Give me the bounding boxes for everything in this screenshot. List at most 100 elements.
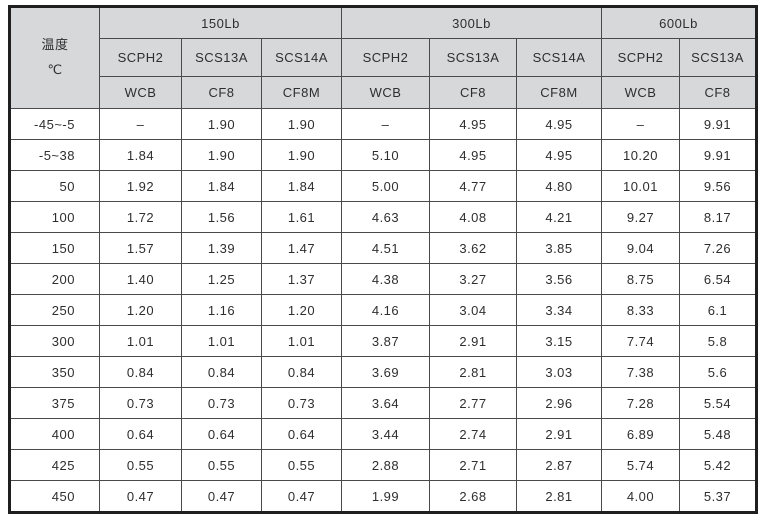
astm-header: CF8M [261, 76, 342, 109]
rating-value-cell: 1.61 [261, 201, 342, 233]
temperature-cell: 200 [9, 263, 100, 295]
rating-value-cell: 1.84 [261, 170, 342, 202]
temperature-cell: 425 [9, 449, 100, 481]
rating-value-cell: 5.00 [341, 170, 430, 202]
temperature-cell: 100 [9, 201, 100, 233]
pressure-class-300lb: 300Lb [341, 6, 602, 39]
table-row: 400 0.64 0.64 0.64 3.44 2.74 2.91 6.89 5.48 [9, 418, 757, 450]
rating-value-cell: 7.28 [601, 387, 680, 419]
table-row: 200 1.40 1.25 1.37 4.38 3.27 3.56 8.75 6.54 [9, 263, 757, 295]
temperature-cell: 250 [9, 294, 100, 326]
rating-value-cell: 1.56 [181, 201, 262, 233]
rating-value-cell: 1.01 [181, 325, 262, 357]
rating-value-cell: 1.84 [99, 139, 182, 171]
table-row: -5~38 1.84 1.90 1.90 5.10 4.95 4.95 10.20 9.91 [9, 139, 757, 171]
rating-value-cell: 1.92 [99, 170, 182, 202]
rating-value-cell: 1.01 [261, 325, 342, 357]
rating-value-cell: 1.39 [181, 232, 262, 264]
rating-value-cell: 5.42 [679, 449, 757, 481]
rating-value-cell: 3.56 [516, 263, 602, 295]
grade-header: SCPH2 [601, 38, 680, 77]
pressure-class-600lb: 600Lb [601, 6, 757, 39]
rating-value-cell: 10.01 [601, 170, 680, 202]
rating-value-cell: – [99, 108, 182, 140]
grade-header: SCPH2 [341, 38, 430, 77]
table-row: 150 1.57 1.39 1.47 4.51 3.62 3.85 9.04 7.26 [9, 232, 757, 264]
grade-header: SCS13A [429, 38, 517, 77]
rating-value-cell: 1.72 [99, 201, 182, 233]
rating-value-cell: 5.37 [679, 480, 757, 513]
temperature-column-header: 温度 ℃ [9, 6, 100, 109]
pressure-temperature-rating-table: 温度 ℃ 150Lb 300Lb 600Lb SCPH2 SCS13A SCS1… [8, 5, 758, 514]
rating-value-cell: 3.27 [429, 263, 517, 295]
rating-value-cell: 4.77 [429, 170, 517, 202]
pressure-class-150lb: 150Lb [99, 6, 342, 39]
temperature-cell: 350 [9, 356, 100, 388]
rating-value-cell: 4.63 [341, 201, 430, 233]
astm-header: WCB [341, 76, 430, 109]
rating-value-cell: 4.21 [516, 201, 602, 233]
rating-value-cell: 0.47 [181, 480, 262, 513]
table-row: 425 0.55 0.55 0.55 2.88 2.71 2.87 5.74 5.42 [9, 449, 757, 481]
rating-value-cell: 5.54 [679, 387, 757, 419]
rating-value-cell: 0.64 [99, 418, 182, 450]
table-row: 375 0.73 0.73 0.73 3.64 2.77 2.96 7.28 5.54 [9, 387, 757, 419]
astm-header: CF8 [679, 76, 757, 109]
temperature-unit: ℃ [47, 62, 63, 77]
temperature-cell: -45~-5 [9, 108, 100, 140]
grade-header: SCS13A [181, 38, 262, 77]
rating-value-cell: 7.26 [679, 232, 757, 264]
temperature-cell: 300 [9, 325, 100, 357]
rating-value-cell: 7.74 [601, 325, 680, 357]
rating-value-cell: 1.40 [99, 263, 182, 295]
rating-value-cell: 0.84 [181, 356, 262, 388]
rating-value-cell: 1.47 [261, 232, 342, 264]
rating-value-cell: 4.38 [341, 263, 430, 295]
rating-value-cell: 3.03 [516, 356, 602, 388]
rating-value-cell: 4.95 [516, 108, 602, 140]
rating-value-cell: 9.04 [601, 232, 680, 264]
rating-value-cell: 3.44 [341, 418, 430, 450]
rating-value-cell: 9.91 [679, 139, 757, 171]
temperature-cell: 450 [9, 480, 100, 513]
rating-value-cell: 2.91 [429, 325, 517, 357]
table-row: 450 0.47 0.47 0.47 1.99 2.68 2.81 4.00 5.37 [9, 480, 757, 513]
rating-value-cell: 5.6 [679, 356, 757, 388]
material-grade-row: SCPH2 SCS13A SCS14A SCPH2 SCS13A SCS14A … [10, 38, 757, 77]
rating-value-cell: 6.54 [679, 263, 757, 295]
rating-value-cell: 1.99 [341, 480, 430, 513]
astm-header: CF8 [429, 76, 517, 109]
table-row: 50 1.92 1.84 1.84 5.00 4.77 4.80 10.01 9.56 [9, 170, 757, 202]
temperature-cell: 400 [9, 418, 100, 450]
rating-value-cell: 9.27 [601, 201, 680, 233]
rating-value-cell: 4.95 [429, 108, 517, 140]
rating-value-cell: 1.16 [181, 294, 262, 326]
rating-value-cell: 5.74 [601, 449, 680, 481]
astm-grade-row: WCB CF8 CF8M WCB CF8 CF8M WCB CF8 [10, 76, 757, 109]
rating-value-cell: 4.80 [516, 170, 602, 202]
rating-value-cell: 5.8 [679, 325, 757, 357]
rating-value-cell: – [601, 108, 680, 140]
table-header: 温度 ℃ 150Lb 300Lb 600Lb SCPH2 SCS13A SCS1… [9, 6, 757, 109]
rating-value-cell: 6.89 [601, 418, 680, 450]
astm-header: WCB [99, 76, 182, 109]
rating-value-cell: 3.64 [341, 387, 430, 419]
temperature-cell: -5~38 [9, 139, 100, 171]
rating-value-cell: 3.62 [429, 232, 517, 264]
rating-value-cell: 9.91 [679, 108, 757, 140]
rating-value-cell: 1.20 [99, 294, 182, 326]
rating-value-cell: 0.55 [181, 449, 262, 481]
grade-header: SCS14A [261, 38, 342, 77]
rating-value-cell: 0.73 [181, 387, 262, 419]
rating-value-cell: 1.25 [181, 263, 262, 295]
rating-value-cell: 6.1 [679, 294, 757, 326]
rating-value-cell: 0.64 [181, 418, 262, 450]
table-row: 350 0.84 0.84 0.84 3.69 2.81 3.03 7.38 5.6 [9, 356, 757, 388]
rating-value-cell: 3.85 [516, 232, 602, 264]
table-row: 250 1.20 1.16 1.20 4.16 3.04 3.34 8.33 6.1 [9, 294, 757, 326]
rating-value-cell: 2.87 [516, 449, 602, 481]
rating-value-cell: 4.51 [341, 232, 430, 264]
rating-value-cell: 1.90 [261, 108, 342, 140]
rating-value-cell: 2.88 [341, 449, 430, 481]
